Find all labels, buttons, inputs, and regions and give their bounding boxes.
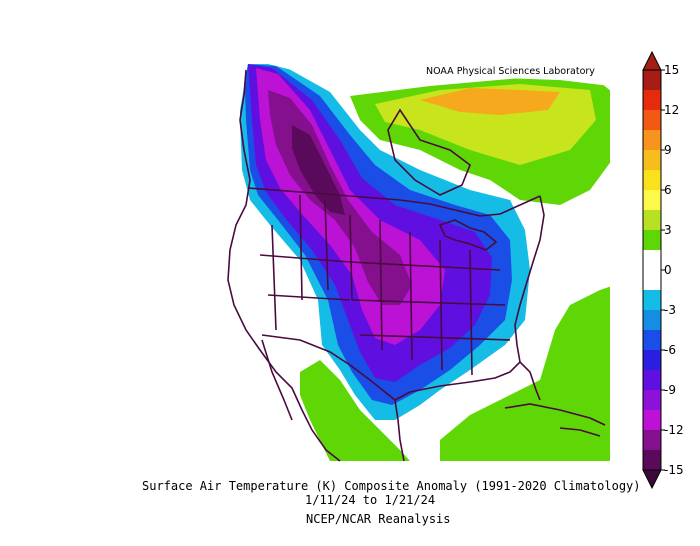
colorbar-tick-label: -6 [664,343,676,357]
cold-deepest-region [292,125,345,215]
great-lakes-line [438,219,498,251]
colorbar-segment [643,310,661,330]
colorbar: 15 12 9 6 3 0 -3 -6 -9 -12 -15 [642,50,684,490]
colorbar-segment [643,430,661,450]
colorbar-tick-label: 9 [664,143,672,157]
colorbar-segment [643,150,661,170]
baja-line [261,339,293,421]
west-coast-line [227,69,341,462]
state-lines-central [349,219,511,376]
colorbar-max-arrow [642,50,662,71]
colorbar-segment [643,170,661,190]
boundaries [227,69,606,462]
us-mexico-border [261,334,396,401]
colorbar-segment [643,370,661,390]
caption-title: Surface Air Temperature (K) Composite An… [142,479,641,493]
colorbar-tick-label: -12 [664,423,684,437]
warm-green-region-pacific [300,360,410,461]
colorbar-tick-label: -15 [664,463,684,477]
gulf-coast-line [394,360,541,401]
colorbar-segments [643,70,661,470]
colorbar-segment [643,250,661,270]
colorbar-segment [643,330,661,350]
colorbar-ticks: 15 12 9 6 3 0 -3 -6 -9 -12 -15 [661,63,684,477]
caption-dates: 1/11/24 to 1/21/24 [305,493,436,507]
colorbar-segment [643,450,661,470]
colorbar-tick-label: 12 [664,103,679,117]
colorbar-tick-label: -3 [664,303,676,317]
warm-orange-region-north [420,88,560,115]
caption-source: NCEP/NCAR Reanalysis [306,512,451,526]
cuba-line [504,403,606,426]
colorbar-segment [643,90,661,110]
us-canada-border [247,187,541,217]
east-coast-line [514,195,545,363]
state-lines-west [259,194,353,331]
colorbar-tick-label: 6 [664,183,672,197]
colorbar-tick-label: 0 [664,263,672,277]
colorbar-segment [643,350,661,370]
hudson-bay-line [387,108,471,196]
colorbar-tick-label: 15 [664,63,679,77]
colorbar-segment [643,230,661,250]
colorbar-segment [643,390,661,410]
hispaniola-line [559,427,601,437]
colorbar-segment [643,290,661,310]
colorbar-segment [643,270,661,290]
mexico-gulf-coast-line [394,399,405,462]
colorbar-segment [643,190,661,210]
credit-label: NOAA Physical Sciences Laboratory [426,66,595,77]
colorbar-segment [643,410,661,430]
colorbar-tick-label: -9 [664,383,676,397]
colorbar-tick-label: 3 [664,223,672,237]
colorbar-min-arrow [642,469,662,490]
warm-green-region-atlantic [440,286,610,461]
colorbar-segment [643,70,661,90]
colorbar-segment [643,130,661,150]
colorbar-segment [643,110,661,130]
colorbar-segment [643,210,661,230]
